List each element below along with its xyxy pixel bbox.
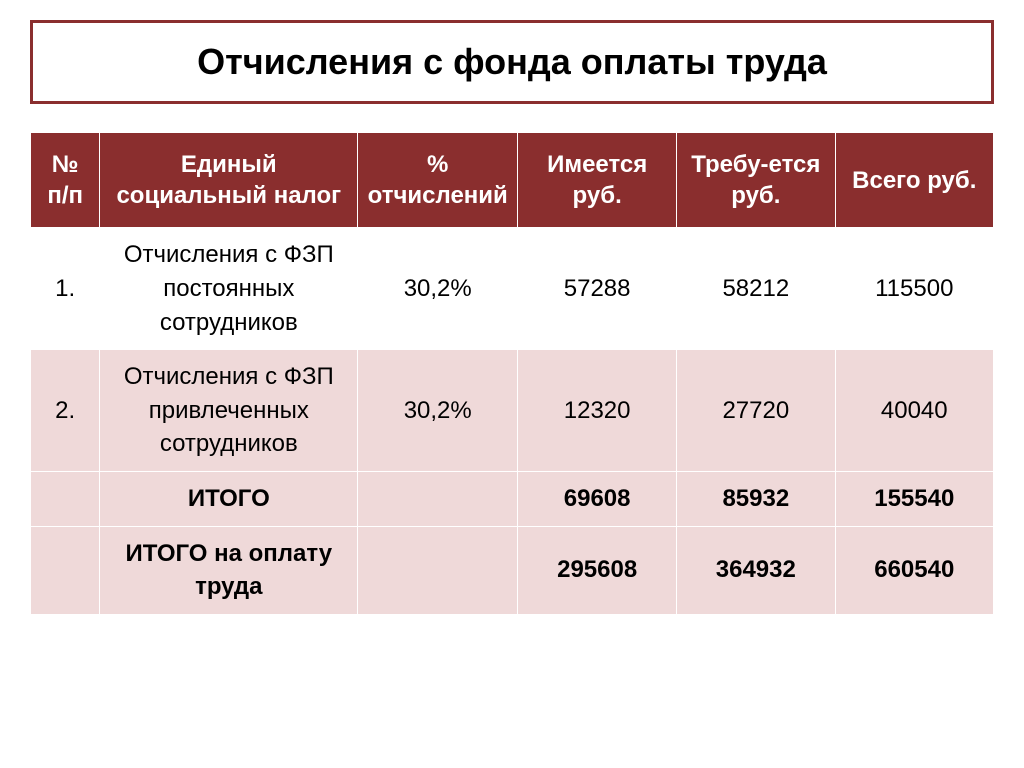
cell-desc: ИТОГО на оплату труда <box>100 526 358 614</box>
cell-have: 295608 <box>518 526 677 614</box>
col-header-pct: % отчислений <box>358 133 518 228</box>
table-row: 1. Отчисления с ФЗП постоянных сотрудник… <box>31 228 994 350</box>
col-header-total: Всего руб. <box>835 133 993 228</box>
cell-total: 660540 <box>835 526 993 614</box>
cell-desc: Отчисления с ФЗП привлеченных сотруднико… <box>100 350 358 472</box>
table-total-row: ИТОГО 69608 85932 155540 <box>31 471 994 526</box>
cell-have: 69608 <box>518 471 677 526</box>
deductions-table: № п/п Единый социальный налог % отчислен… <box>30 132 994 615</box>
cell-desc: ИТОГО <box>100 471 358 526</box>
cell-have: 12320 <box>518 350 677 472</box>
cell-num: 2. <box>31 350 100 472</box>
col-header-num: № п/п <box>31 133 100 228</box>
cell-total: 155540 <box>835 471 993 526</box>
col-header-need: Требу-ется руб. <box>677 133 835 228</box>
cell-have: 57288 <box>518 228 677 350</box>
cell-num <box>31 471 100 526</box>
table-row: 2. Отчисления с ФЗП привлеченных сотрудн… <box>31 350 994 472</box>
cell-need: 85932 <box>677 471 835 526</box>
cell-pct: 30,2% <box>358 350 518 472</box>
cell-pct: 30,2% <box>358 228 518 350</box>
page-title-box: Отчисления с фонда оплаты труда <box>30 20 994 104</box>
cell-total: 40040 <box>835 350 993 472</box>
table-header-row: № п/п Единый социальный налог % отчислен… <box>31 133 994 228</box>
cell-pct <box>358 471 518 526</box>
cell-desc: Отчисления с ФЗП постоянных сотрудников <box>100 228 358 350</box>
cell-need: 58212 <box>677 228 835 350</box>
cell-num <box>31 526 100 614</box>
cell-pct <box>358 526 518 614</box>
cell-total: 115500 <box>835 228 993 350</box>
cell-num: 1. <box>31 228 100 350</box>
table-grand-total-row: ИТОГО на оплату труда 295608 364932 6605… <box>31 526 994 614</box>
col-header-desc: Единый социальный налог <box>100 133 358 228</box>
cell-need: 364932 <box>677 526 835 614</box>
page-title: Отчисления с фонда оплаты труда <box>63 41 961 83</box>
col-header-have: Имеется руб. <box>518 133 677 228</box>
cell-need: 27720 <box>677 350 835 472</box>
